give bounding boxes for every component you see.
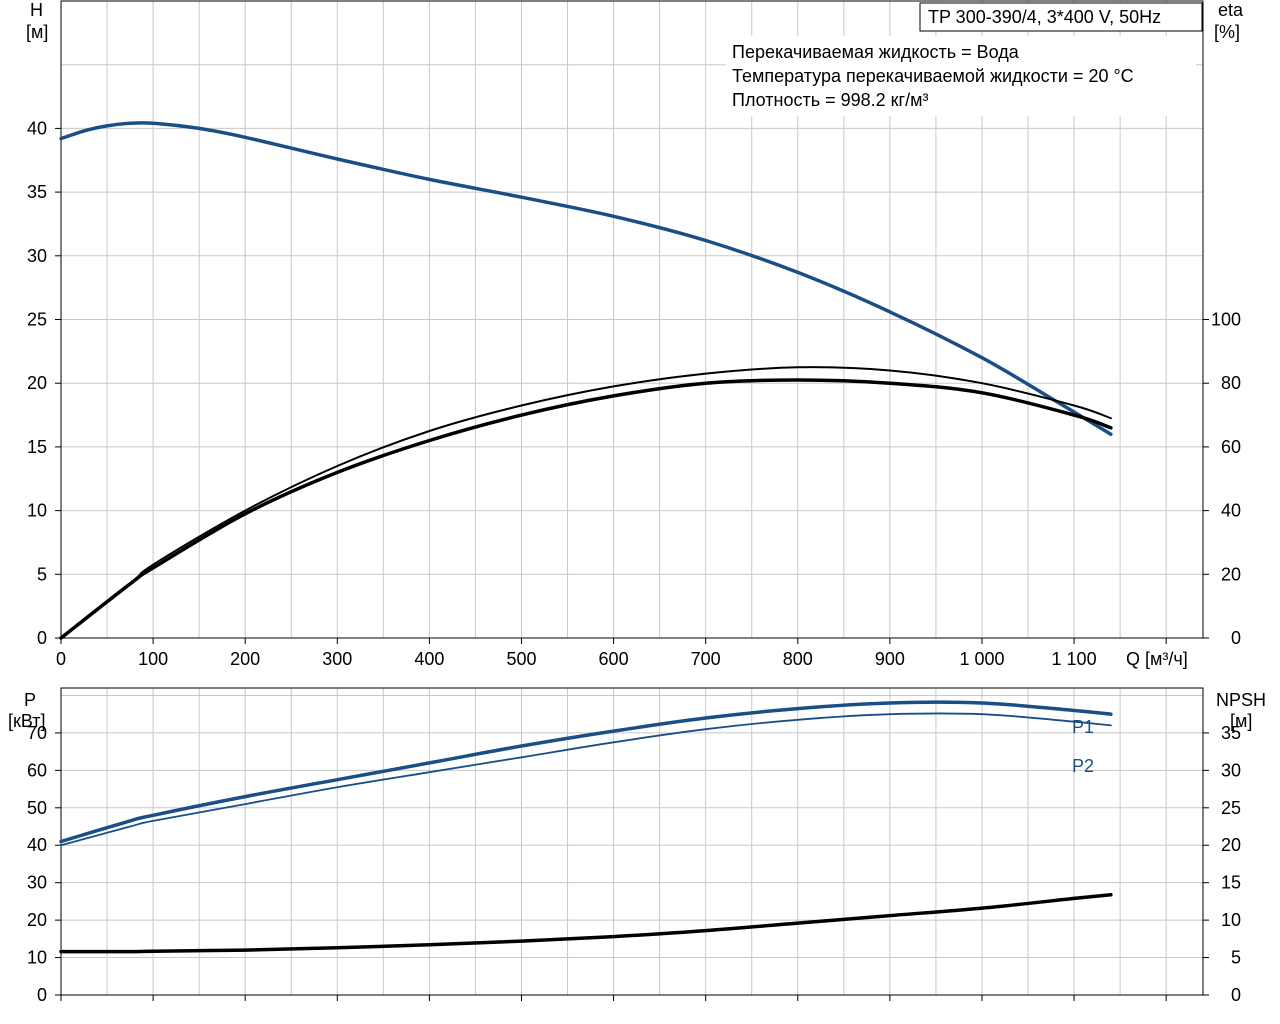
y-left-tick-label: 25 [27, 310, 47, 330]
bot-series-2-line [59, 892, 1113, 954]
y-right-tick-label: 40 [1221, 501, 1241, 521]
y-right-tick-label: 60 [1221, 437, 1241, 457]
bot-series-0-line [59, 700, 1113, 844]
y-left-tick-label: 35 [27, 182, 47, 202]
y-left-tick-label: 20 [27, 910, 47, 930]
top-left-axis-unit: [м] [26, 22, 48, 42]
info-lines-bg [726, 36, 1196, 116]
y-left-tick-label: 20 [27, 373, 47, 393]
y-right-tick-label: 100 [1211, 310, 1241, 330]
y-right-tick-label: 35 [1221, 723, 1241, 743]
info-title: TP 300-390/4, 3*400 V, 50Hz [928, 7, 1161, 27]
bot-series-1-line [60, 712, 1112, 847]
x-tick-label: 0 [56, 649, 66, 669]
y-right-tick-label: 20 [1221, 564, 1241, 584]
series-label-p1: P1 [1072, 717, 1094, 737]
y-right-tick-label: 25 [1221, 798, 1241, 818]
bottom-right-axis-title: NPSH [1216, 690, 1266, 710]
y-right-tick-label: 0 [1231, 628, 1241, 648]
bottom-left-axis-unit: [кВт] [8, 711, 46, 731]
top-right-axis-title: eta [1218, 0, 1244, 20]
top-right-axis-unit: [%] [1214, 22, 1240, 42]
y-left-tick-label: 0 [37, 985, 47, 1005]
y-right-tick-label: 10 [1221, 910, 1241, 930]
top-series-1-line [60, 366, 1112, 639]
bottom-left-axis-title: P [24, 690, 36, 710]
y-left-tick-label: 5 [37, 564, 47, 584]
y-right-tick-label: 80 [1221, 373, 1241, 393]
x-tick-label: 500 [506, 649, 536, 669]
y-left-tick-label: 30 [27, 873, 47, 893]
y-right-tick-label: 15 [1221, 873, 1241, 893]
y-left-tick-label: 0 [37, 628, 47, 648]
x-tick-label: 1 000 [959, 649, 1004, 669]
top-series-0-line [59, 121, 1113, 436]
info-line-1: Перекачиваемая жидкость = Вода [732, 42, 1020, 62]
x-tick-label: 600 [599, 649, 629, 669]
top-left-axis-title: H [30, 0, 43, 20]
x-axis-label: Q [м³/ч] [1126, 649, 1188, 669]
y-right-tick-label: 30 [1221, 760, 1241, 780]
y-left-tick-label: 70 [27, 723, 47, 743]
top-series-2-line [59, 378, 1113, 640]
y-right-tick-label: 20 [1221, 835, 1241, 855]
x-tick-label: 800 [783, 649, 813, 669]
y-left-tick-label: 10 [27, 501, 47, 521]
y-right-tick-label: 5 [1231, 948, 1241, 968]
y-left-tick-label: 10 [27, 948, 47, 968]
bottom-right-axis-unit: [м] [1230, 711, 1252, 731]
x-tick-label: 300 [322, 649, 352, 669]
x-tick-label: 700 [691, 649, 721, 669]
y-right-tick-label: 0 [1231, 985, 1241, 1005]
x-tick-label: 900 [875, 649, 905, 669]
bottom-series [59, 700, 1113, 954]
y-left-tick-label: 30 [27, 246, 47, 266]
info-line-3: Плотность = 998.2 кг/м³ [732, 90, 928, 110]
y-left-tick-label: 15 [27, 437, 47, 457]
x-tick-label: 100 [138, 649, 168, 669]
top-grid [61, 1, 1203, 638]
bottom-axis-ticks: 0 10 20 30 40 50 60 70 0 5 10 15 20 25 30 35 [27, 723, 1241, 1005]
y-left-tick-label: 40 [27, 118, 47, 138]
x-tick-label: 200 [230, 649, 260, 669]
y-left-tick-label: 50 [27, 798, 47, 818]
info-line-2: Температура перекачиваемой жидкости = 20… [732, 66, 1134, 86]
x-tick-label: 1 100 [1052, 649, 1097, 669]
top-series [59, 121, 1113, 640]
info-title-box [919, 2, 1203, 32]
y-left-tick-label: 40 [27, 835, 47, 855]
series-label-p2: P2 [1072, 756, 1094, 776]
x-tick-label: 400 [414, 649, 444, 669]
y-left-tick-label: 60 [27, 760, 47, 780]
